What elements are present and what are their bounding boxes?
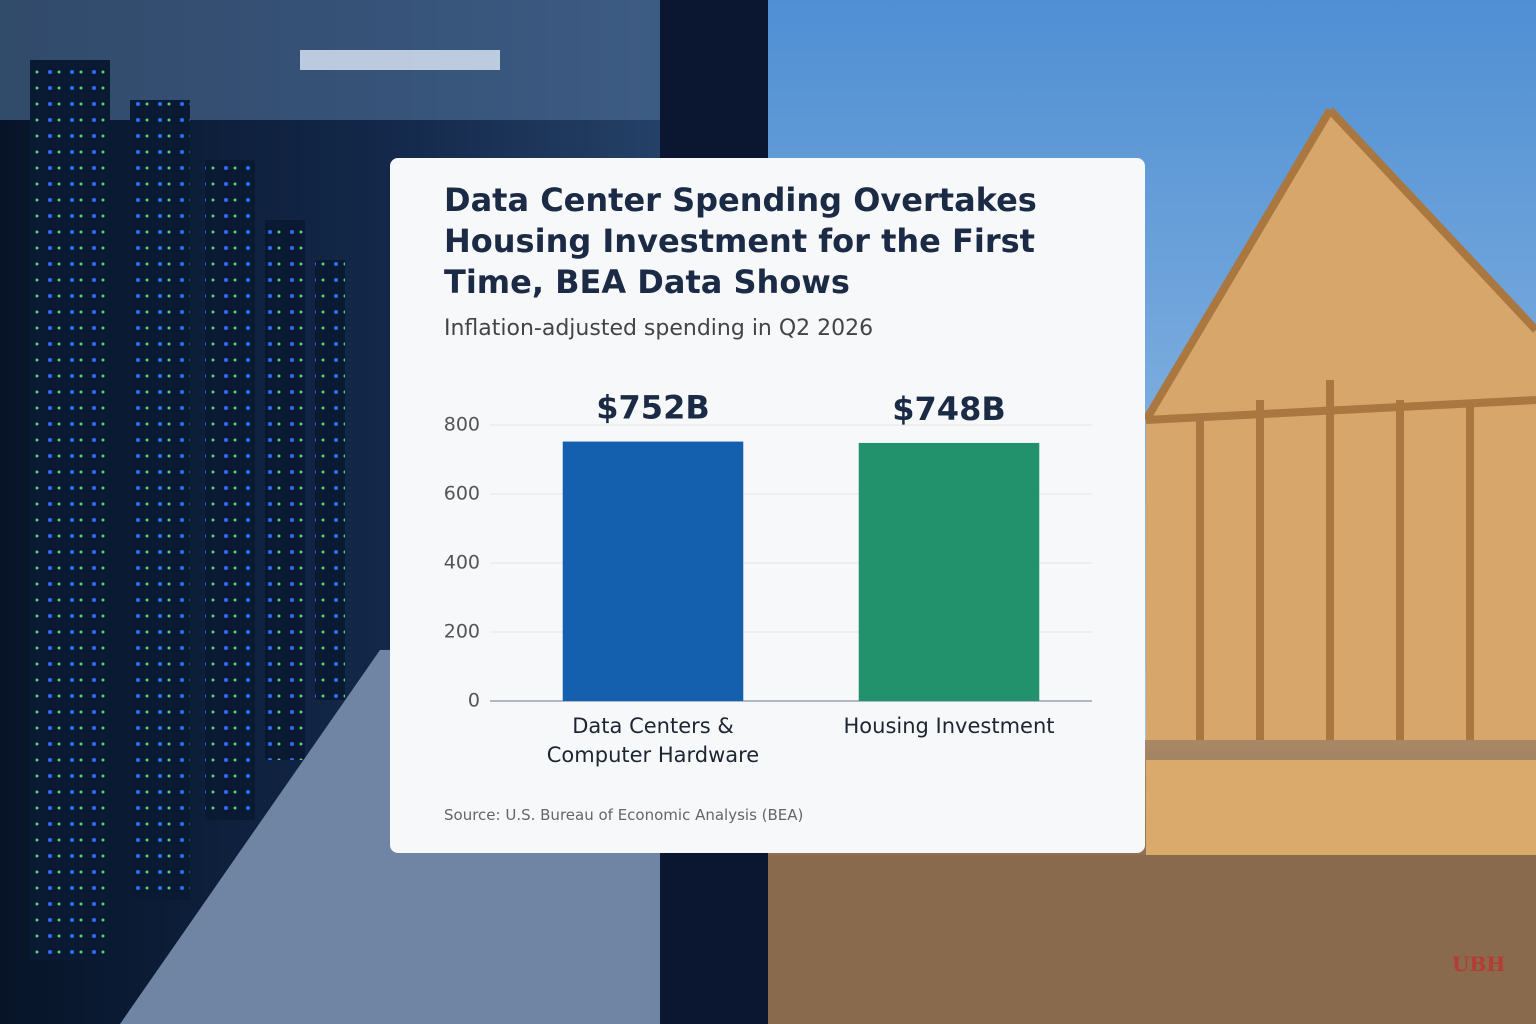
bar: [858, 442, 1040, 701]
y-tick-label: 400: [444, 552, 480, 574]
y-tick-label: 200: [444, 621, 480, 643]
watermark: UBH: [1452, 952, 1506, 976]
y-tick-label: 0: [468, 690, 480, 712]
value-label: $752B: [596, 389, 709, 427]
x-tick-label: Data Centers & Computer Hardware: [546, 714, 760, 767]
x-tick-label: Housing Investment: [843, 714, 1055, 738]
chart-subtitle: Inflation-adjusted spending in Q2 2026: [444, 316, 874, 341]
chart-title: Data Center Spending Overtakes Housing I…: [444, 181, 1037, 301]
value-label: $748B: [892, 390, 1005, 428]
bar: [562, 441, 744, 701]
y-tick-label: 800: [444, 414, 480, 436]
y-tick-label: 600: [444, 483, 480, 505]
source-note: Source: U.S. Bureau of Economic Analysis…: [444, 806, 804, 824]
